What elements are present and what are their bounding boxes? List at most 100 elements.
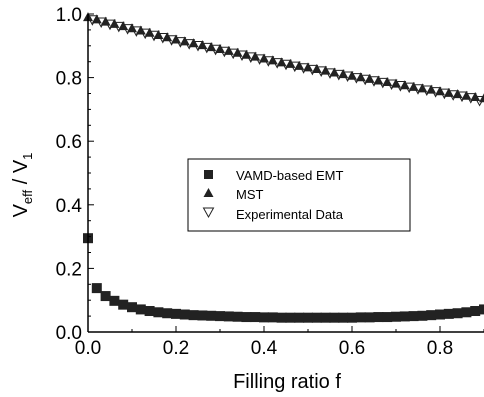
data-point — [174, 37, 187, 48]
data-point — [479, 93, 484, 103]
data-point — [253, 54, 266, 65]
data-point — [236, 50, 248, 62]
data-point — [250, 312, 261, 323]
data-point — [391, 311, 401, 322]
data-point — [382, 312, 393, 323]
y-tick-label: 0.2 — [56, 259, 82, 280]
data-point — [297, 63, 310, 74]
data-point — [95, 17, 108, 28]
data-point — [91, 283, 102, 294]
x-tick-label: 0.0 — [75, 338, 101, 359]
data-point — [183, 39, 196, 50]
data-point — [259, 312, 269, 323]
data-point — [303, 312, 313, 323]
y-axis-label: Veff / V1 — [10, 153, 35, 218]
data-point — [130, 26, 143, 37]
data-point — [368, 76, 380, 87]
data-point — [376, 77, 389, 89]
data-point — [447, 90, 460, 101]
data-point — [148, 30, 160, 42]
data-point — [267, 312, 278, 323]
y-tick-label: 0.4 — [56, 196, 83, 217]
plot-marks — [83, 12, 484, 323]
data-point — [306, 64, 319, 76]
data-point — [426, 310, 437, 321]
series-0 — [83, 233, 484, 323]
x-tick-label: 0.8 — [427, 338, 453, 359]
data-point — [271, 58, 284, 69]
data-point — [399, 311, 410, 322]
data-point — [338, 312, 349, 323]
data-point — [464, 93, 477, 104]
data-point — [109, 295, 120, 306]
data-point — [153, 307, 164, 318]
legend-label-mst: MST — [236, 187, 264, 202]
data-point — [171, 308, 181, 319]
data-point — [355, 312, 366, 323]
y-tick-label: 0.0 — [56, 323, 82, 344]
data-point — [417, 310, 428, 321]
data-point — [156, 33, 169, 44]
data-point — [244, 52, 257, 63]
data-point — [347, 312, 357, 323]
data-point — [179, 309, 190, 320]
data-point — [394, 81, 407, 92]
data-point — [86, 15, 99, 26]
data-point — [200, 42, 213, 54]
data-point — [118, 299, 129, 310]
data-point — [227, 48, 240, 60]
data-point — [412, 84, 424, 95]
data-point — [241, 312, 252, 323]
legend-label-vamd: VAMD-based EMT — [236, 168, 343, 183]
legend-marker-vamd — [204, 170, 213, 179]
x-tick-label: 0.2 — [163, 338, 189, 359]
data-point — [206, 310, 217, 321]
data-point — [429, 87, 442, 98]
data-point — [165, 35, 178, 46]
data-point — [385, 79, 398, 90]
data-point — [435, 309, 445, 320]
data-point — [329, 312, 340, 323]
x-axis-label: Filling ratio f — [233, 371, 341, 393]
x-tick-label: 0.6 — [339, 338, 365, 359]
data-point — [294, 312, 305, 323]
data-point — [223, 311, 234, 322]
data-point — [470, 306, 481, 317]
legend-marker-experimental — [202, 207, 215, 219]
data-point — [285, 312, 296, 323]
data-point — [127, 302, 137, 313]
data-point — [262, 56, 275, 67]
data-point — [162, 308, 173, 319]
data-point — [100, 291, 111, 302]
data-point — [456, 91, 468, 103]
data-point — [324, 68, 336, 79]
legend: VAMD-based EMT MST Experimental Data — [187, 158, 411, 232]
legend-box — [187, 158, 411, 232]
data-point — [232, 311, 243, 322]
data-point — [350, 73, 363, 84]
data-point — [332, 69, 345, 81]
data-point — [209, 44, 222, 56]
data-point — [121, 24, 134, 35]
data-point — [215, 311, 225, 322]
y-tick-label: 0.6 — [56, 132, 82, 153]
data-point — [104, 19, 116, 31]
data-point — [408, 311, 419, 322]
data-point — [364, 312, 375, 323]
x-tick-label: 0.4 — [251, 338, 278, 359]
data-point — [135, 304, 146, 315]
data-point — [144, 306, 155, 317]
data-point — [473, 95, 484, 107]
data-point — [197, 310, 208, 321]
data-point — [341, 71, 354, 83]
data-point — [403, 82, 416, 94]
y-tick-label: 0.8 — [56, 69, 82, 90]
data-point — [438, 88, 451, 100]
data-point — [443, 308, 454, 319]
data-point — [452, 308, 463, 319]
data-point — [359, 74, 372, 86]
data-point — [479, 304, 484, 315]
data-point — [373, 312, 384, 323]
